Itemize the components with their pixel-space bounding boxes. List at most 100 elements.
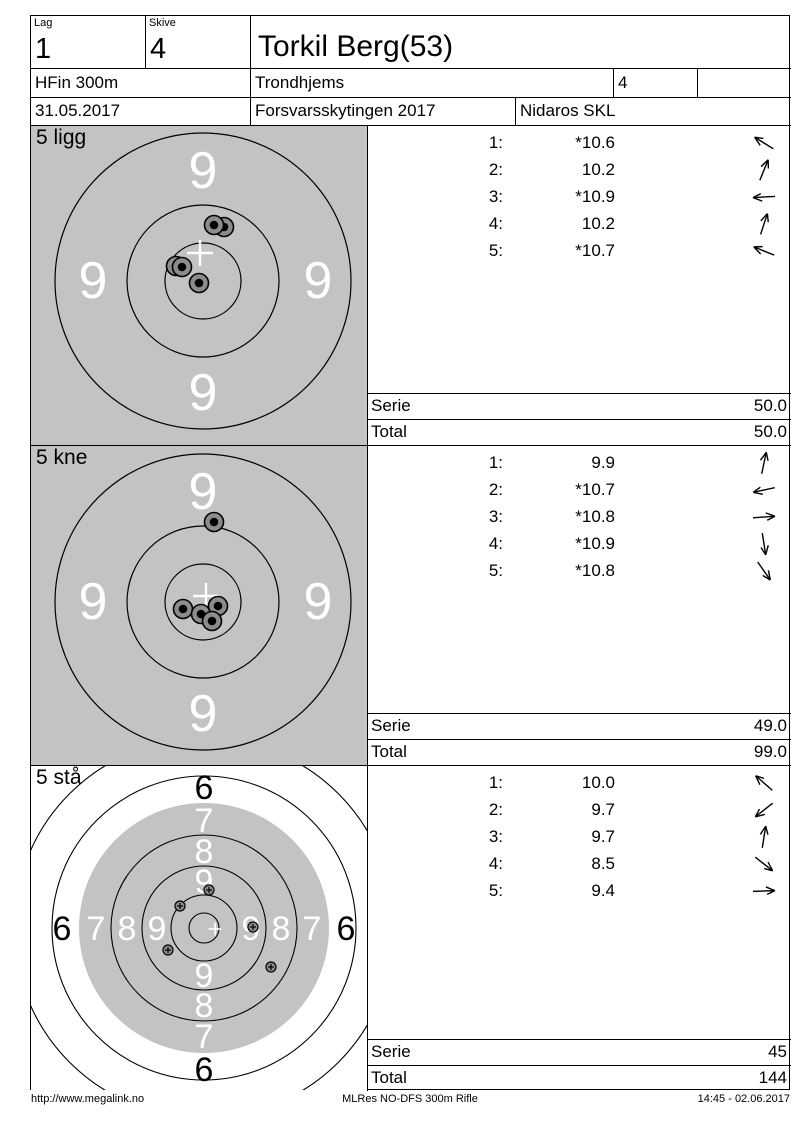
ring-circle-outer xyxy=(54,453,352,751)
lag-cell: Lag 1 xyxy=(31,16,146,69)
total-value: 144 xyxy=(758,1068,787,1087)
club-number: 4 xyxy=(618,73,628,92)
shot-value: *10.9 xyxy=(575,534,615,553)
total-label: Total xyxy=(371,742,407,761)
shot-number: 3: xyxy=(488,507,503,526)
shot-row: 4: 8.5 xyxy=(368,850,791,877)
total-row: Total 50.0 xyxy=(368,419,791,445)
total-label: Total xyxy=(371,1068,407,1087)
shot-number: 5: xyxy=(488,241,503,260)
serie-row: Serie 50.0 xyxy=(368,393,791,419)
shot-direction-arrow-icon xyxy=(751,797,777,823)
shot-direction-arrow-icon xyxy=(751,824,777,850)
ring-label-6-right: 6 xyxy=(337,910,356,948)
ring-label-6-bottom: 6 xyxy=(195,1051,214,1089)
shot-value: *10.9 xyxy=(575,187,615,206)
section-title-ligg: 5 ligg xyxy=(36,126,87,149)
ring-label-8-top: 8 xyxy=(195,833,214,871)
organizer-cell: Nidaros SKL xyxy=(516,98,791,126)
shot-row: 1: 9.9 xyxy=(368,449,791,476)
date: 31.05.2017 xyxy=(35,101,121,120)
shooter-name: Torkil Berg(53) xyxy=(258,30,454,63)
ring-circle-6 xyxy=(51,775,357,1081)
footer-report-id: MLRes NO-DFS 300m Rifle xyxy=(342,1093,478,1105)
shot-row: 5: *10.8 xyxy=(368,557,791,584)
shot-value: 10.2 xyxy=(581,214,615,233)
shot-number: 5: xyxy=(488,881,503,900)
section-title-kne: 5 kne xyxy=(36,446,88,469)
shot-value: 10.0 xyxy=(581,773,615,792)
score-panel-ligg: 1: *10.6 2: 10.2 3: *10.9 4: 10.2 xyxy=(368,126,791,445)
club-cell: Trondhjems xyxy=(251,69,614,98)
shot-direction-arrow-icon xyxy=(751,477,777,503)
shot-direction-arrow-icon xyxy=(751,184,777,210)
gray-zone-disc xyxy=(79,803,329,1053)
shot-holes-kne xyxy=(172,511,229,632)
discipline-cell: HFin 300m xyxy=(31,69,251,98)
shot-row: 3: *10.8 xyxy=(368,503,791,530)
organizer: Nidaros SKL xyxy=(520,101,616,120)
shot-number: 2: xyxy=(488,800,503,819)
ring-circle-inner xyxy=(164,563,242,641)
ring-label-7-right: 7 xyxy=(303,910,322,948)
ring-circle-outer xyxy=(54,132,352,430)
ring-label-6-top: 6 xyxy=(195,769,214,807)
serie-row: Serie 49.0 xyxy=(368,713,791,739)
total-row: Total 99.0 xyxy=(368,739,791,765)
target-kne-graphic: 9 9 9 9 xyxy=(31,446,367,765)
skive-label: Skive xyxy=(149,17,176,29)
ring-label-9-right: 9 xyxy=(304,252,333,310)
shot-row: 2: 9.7 xyxy=(368,796,791,823)
shot-row: 3: 9.7 xyxy=(368,823,791,850)
shot-row: 1: *10.6 xyxy=(368,129,791,156)
target-ligg-cell: 9 9 9 9 5 ligg xyxy=(31,126,368,445)
lag-value: 1 xyxy=(35,33,52,65)
shot-direction-arrow-icon xyxy=(751,531,777,557)
serie-value: 50.0 xyxy=(753,396,787,415)
shot-value: *10.8 xyxy=(575,561,615,580)
shot-value: 9.7 xyxy=(591,800,615,819)
shot-number: 1: xyxy=(488,773,503,792)
shot-direction-arrow-icon xyxy=(751,130,777,156)
target-kne-cell: 9 9 9 9 5 kne xyxy=(31,446,368,765)
shot-holes-staa xyxy=(162,884,277,973)
shot-number: 4: xyxy=(488,534,503,553)
shot-number: 3: xyxy=(488,187,503,206)
shot-holes-ligg xyxy=(165,214,235,294)
club-number-cell: 4 xyxy=(614,69,698,98)
club: Trondhjems xyxy=(255,73,345,92)
ring-label-7-left: 7 xyxy=(87,910,106,948)
shot-row: 4: 10.2 xyxy=(368,210,791,237)
ring-label-7-bottom: 7 xyxy=(195,1018,214,1056)
score-report: Lag 1 Skive 4 Torkil Berg(53) HFin 300m … xyxy=(30,15,791,1091)
shot-direction-arrow-icon xyxy=(751,878,777,904)
ring-label-9-right: 9 xyxy=(304,573,333,631)
ring-label-9-top: 9 xyxy=(189,463,218,521)
serie-value: 49.0 xyxy=(753,716,787,735)
shot-number: 4: xyxy=(488,214,503,233)
ring-label-8-bottom: 8 xyxy=(195,987,214,1025)
ring-label-9-bottom: 9 xyxy=(189,685,218,743)
shot-value: *10.7 xyxy=(575,241,615,260)
serie-label: Serie xyxy=(371,1042,411,1061)
shot-direction-arrow-icon xyxy=(751,157,777,183)
shot-direction-arrow-icon xyxy=(751,211,777,237)
skive-cell: Skive 4 xyxy=(146,16,251,69)
shot-number: 2: xyxy=(488,160,503,179)
section-ligg: 9 9 9 9 5 ligg 1: *10.6 2: 10.2 xyxy=(31,126,791,446)
total-row: Total 144 xyxy=(368,1065,791,1091)
section-kne: 9 9 9 9 5 kne 1: 9.9 2: *10.7 xyxy=(31,446,791,766)
target-staa-graphic: 6 6 6 6 7 7 7 7 8 8 8 8 9 xyxy=(31,766,367,1090)
shot-number: 1: xyxy=(488,133,503,152)
ring-circle-middle xyxy=(126,525,280,679)
target-ligg-graphic: 9 9 9 9 xyxy=(31,126,367,445)
lag-label: Lag xyxy=(34,17,53,29)
ring-circle-inner xyxy=(164,242,242,320)
ring-label-8-right: 8 xyxy=(272,910,291,948)
shot-row: 3: *10.9 xyxy=(368,183,791,210)
ring-label-6-left: 6 xyxy=(53,910,72,948)
shot-row: 2: 10.2 xyxy=(368,156,791,183)
ring-circle-7 xyxy=(110,834,298,1022)
ring-label-9-bottom: 9 xyxy=(195,957,214,995)
total-value: 50.0 xyxy=(753,422,787,441)
